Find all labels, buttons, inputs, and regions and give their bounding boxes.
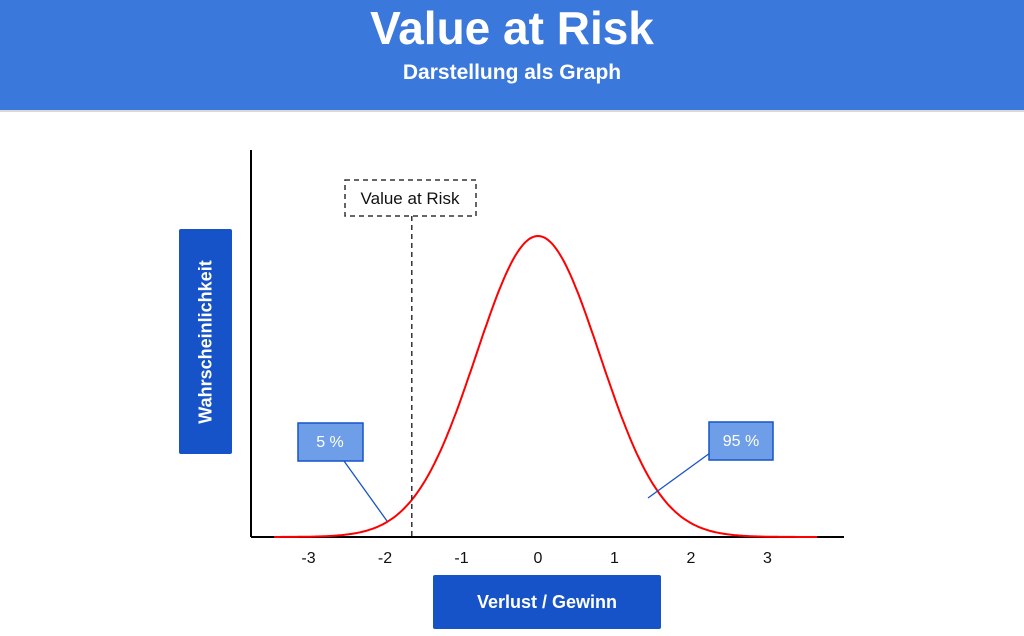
x-ticks: -3 -2 -1 0 1 2 3 [301,550,772,567]
x-axis-label: Verlust / Gewinn [476,592,618,612]
left-tail-callout: 5 % [297,422,388,522]
value-at-risk-box [344,179,477,217]
right-area-label: 95 % [723,433,759,450]
value-at-risk-callout: Value at Risk [344,179,477,217]
y-axis-label-box: Wahrscheinlichkeit [179,229,232,454]
x-tick-label: 2 [687,550,696,567]
x-tick-label: 3 [763,550,772,567]
left-tail-box [297,422,364,462]
page-subtitle: Darstellung als Graph [402,61,622,84]
x-axis-label-box: Verlust / Gewinn [433,575,661,629]
x-tick-label: 1 [610,550,619,567]
header-banner: Value at Risk Darstellung als Graph [0,0,1024,112]
x-tick-label: -3 [301,550,315,567]
right-area-pointer [647,452,711,499]
x-tick-label: -2 [378,550,392,567]
left-tail-pointer [343,460,388,522]
right-area-callout: 95 % [647,421,774,499]
normal-distribution-curve [274,234,818,538]
left-tail-label: 5 % [316,434,344,451]
value-at-risk-label: Value at Risk [361,189,460,208]
right-area-box [708,421,774,461]
x-tick-label: 0 [534,550,543,567]
page-title: Value at Risk [370,2,654,54]
x-tick-label: -1 [454,550,468,567]
